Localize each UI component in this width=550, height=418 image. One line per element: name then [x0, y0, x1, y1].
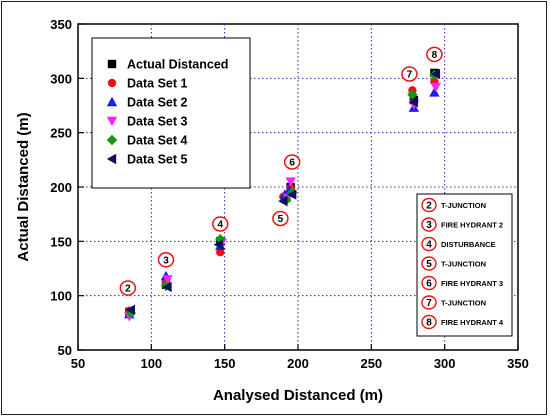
- x-axis-label: Analysed Distanced (m): [213, 387, 383, 404]
- key-circle: [421, 295, 437, 310]
- legend-marker: [106, 116, 118, 127]
- key-label: T-JUNCTION: [441, 259, 486, 268]
- callout-number: 6: [289, 158, 295, 169]
- callout-circle: [283, 154, 301, 170]
- x-tick-label: 150: [214, 356, 236, 371]
- callout-number: 3: [163, 255, 169, 266]
- legend-label: Data Set 2: [127, 96, 187, 110]
- y-tick-label: 350: [50, 17, 72, 32]
- callout-number: 5: [278, 214, 284, 225]
- legend-box: [91, 37, 251, 189]
- legend-label: Data Set 3: [127, 115, 187, 129]
- legend-marker: [106, 153, 117, 165]
- y-tick-label: 150: [50, 234, 72, 249]
- x-tick-label: 350: [507, 356, 529, 371]
- key-number: 2: [426, 201, 432, 212]
- y-axis-label: Actual Distanced (m): [15, 112, 32, 261]
- data-point-series-6: [278, 195, 288, 207]
- key-number: 3: [426, 220, 432, 231]
- y-tick-label: 300: [50, 71, 72, 86]
- key-circle: [421, 217, 437, 232]
- data-point-series-5: [215, 233, 226, 245]
- legend-marker: [107, 78, 117, 88]
- callout-circle: [272, 210, 289, 227]
- callout-number: 2: [125, 284, 131, 295]
- callout-number: 8: [432, 50, 438, 61]
- data-point-series-4: [162, 275, 173, 285]
- key-number: 6: [426, 279, 432, 290]
- callout-circle: [212, 216, 229, 232]
- y-tick-label: 250: [50, 126, 72, 141]
- callout-circle: [157, 252, 175, 268]
- data-point-series-6: [430, 68, 441, 80]
- data-point-series-4: [430, 82, 442, 93]
- x-tick-label: 50: [71, 356, 85, 371]
- key-label: T-JUNCTION: [441, 201, 486, 210]
- callout-number: 4: [217, 220, 223, 231]
- data-point-series-6: [408, 97, 419, 108]
- key-number: 8: [426, 318, 432, 329]
- data-point-series-6: [125, 304, 135, 315]
- key-label: FIRE HYDRANT 2: [441, 220, 503, 229]
- callout-circle: [401, 66, 418, 82]
- key-circle: [421, 236, 437, 252]
- key-label: FIRE HYDRANT 3: [441, 279, 503, 288]
- key-label: T-JUNCTION: [441, 298, 486, 307]
- y-tick-label: 200: [50, 180, 72, 195]
- data-point-series-3: [429, 87, 440, 97]
- key-label: DISTURBANCE: [441, 240, 496, 249]
- data-point-series-6: [286, 189, 297, 200]
- key-number: 4: [426, 240, 432, 251]
- x-tick-label: 300: [434, 356, 456, 371]
- data-point-series-4: [285, 177, 296, 187]
- data-point-series-2: [216, 248, 225, 257]
- data-point-series-6: [213, 239, 223, 250]
- x-tick-label: 200: [287, 356, 309, 371]
- callout-circle: [426, 46, 443, 63]
- key-circle: [421, 314, 437, 330]
- key-circle: [421, 275, 437, 291]
- key-circle: [421, 256, 437, 271]
- x-tick-label: 250: [360, 356, 382, 371]
- callouts: 2 3 4 5 6 7 8: [119, 46, 443, 296]
- legend-label: Data Set 5: [127, 153, 187, 167]
- key-number: 7: [426, 298, 432, 309]
- legend-label: Data Set 1: [127, 77, 187, 91]
- callout-circle: [119, 280, 137, 296]
- key-number: 5: [426, 259, 432, 270]
- legend-marker: [106, 96, 118, 107]
- key-circle: [421, 197, 437, 213]
- axis-ticks: 50 100 150 200 250 300 350 50 100 150 200 250 300 350: [50, 17, 529, 371]
- legend-marker: [107, 59, 117, 69]
- y-tick-label: 50: [58, 343, 72, 358]
- data-point-series-5: [407, 89, 418, 100]
- data-points: [124, 68, 442, 322]
- legend-label: Actual Distanced: [127, 58, 228, 72]
- legend-label: Data Set 4: [127, 134, 187, 148]
- data-point-series-6: [162, 281, 172, 293]
- legend-marker: [106, 134, 118, 146]
- callout-number: 7: [407, 70, 413, 81]
- x-tick-label: 100: [140, 356, 162, 371]
- key-label: FIRE HYDRANT 4: [441, 318, 504, 327]
- y-tick-label: 100: [50, 289, 72, 304]
- legend: Actual Distanced Data Set 1 Data Set 2 Data…: [91, 37, 251, 189]
